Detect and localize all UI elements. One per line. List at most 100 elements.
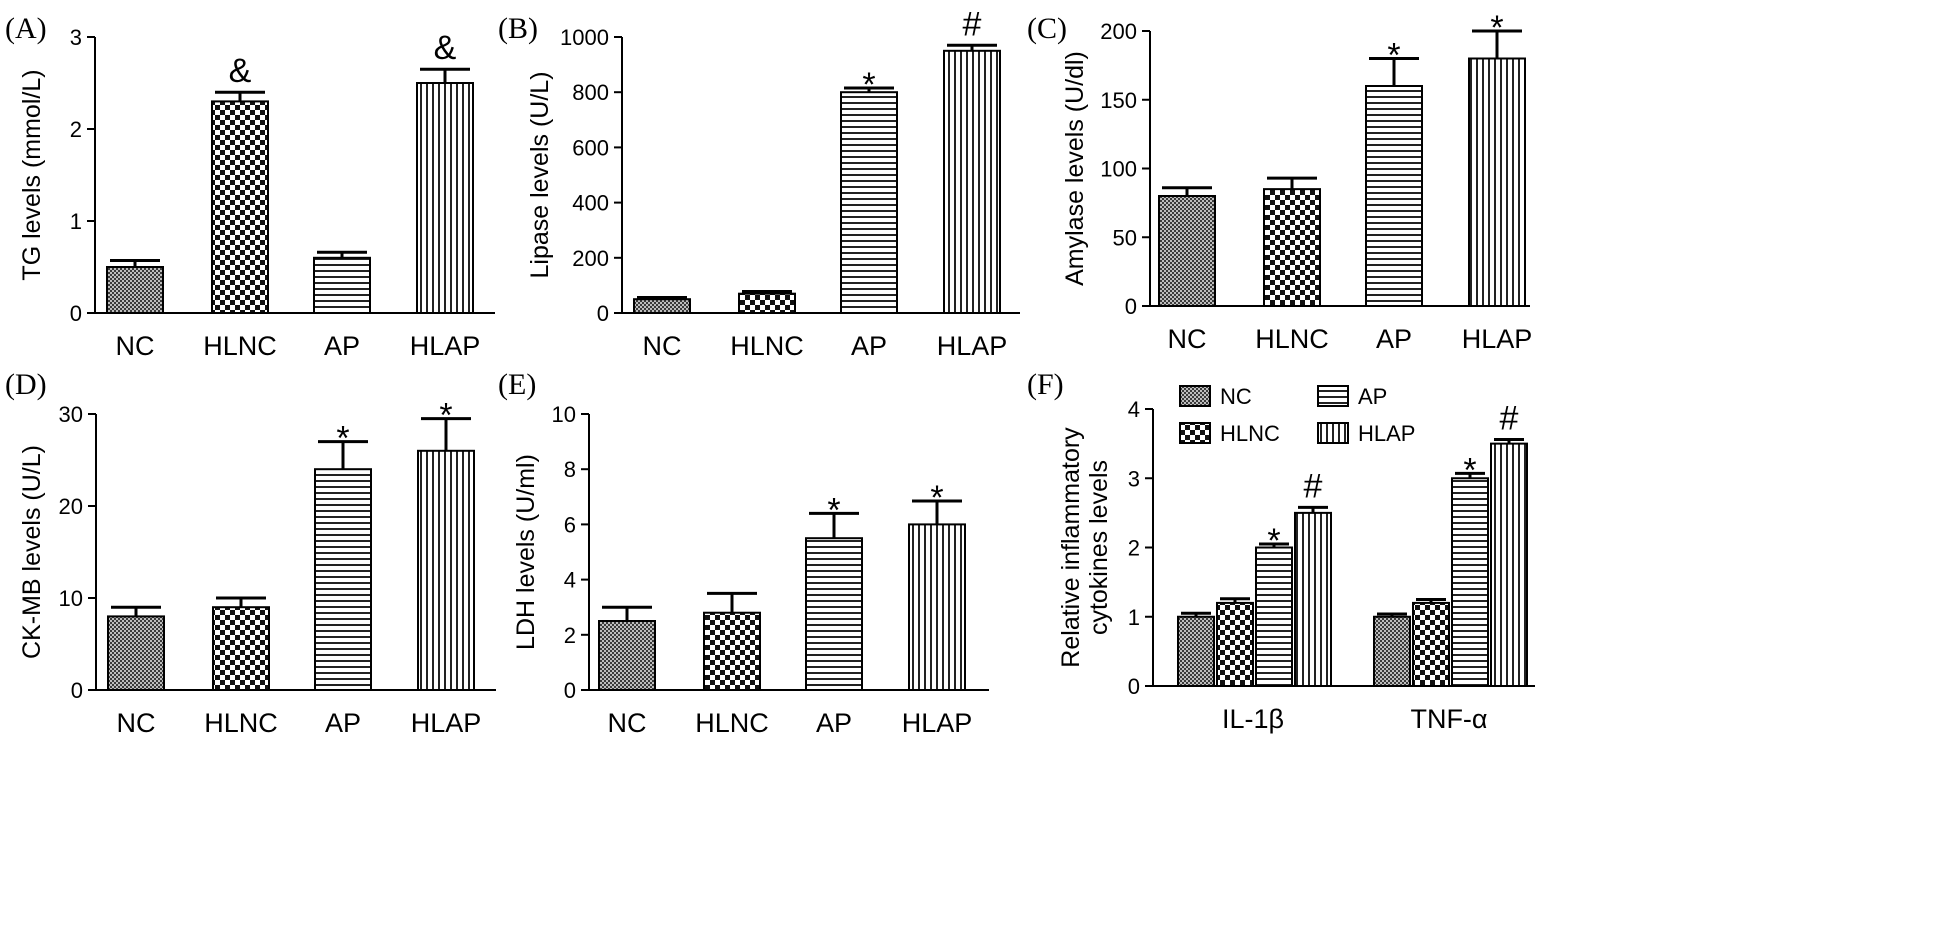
x-category-label: HLAP <box>937 331 1008 361</box>
y-tick-label: 30 <box>59 402 83 427</box>
panel-label: (D) <box>5 368 47 401</box>
significance-marker: * <box>1387 37 1400 75</box>
x-category-label: HLAP <box>410 331 481 361</box>
x-category-label: AP <box>851 331 887 361</box>
panel-label: (B) <box>498 12 538 45</box>
y-tick-label: 1 <box>70 209 82 234</box>
significance-marker: * <box>1267 522 1280 560</box>
significance-marker: * <box>827 491 840 529</box>
x-category-label: NC <box>116 331 155 361</box>
bar <box>633 298 691 315</box>
legend-label-ap: AP <box>1358 384 1387 409</box>
x-category-label: NC <box>117 708 156 738</box>
bar <box>211 100 269 315</box>
x-category-label: HLAP <box>1462 324 1533 354</box>
x-category-label: HLAP <box>902 708 973 738</box>
bar <box>416 82 474 314</box>
bar <box>212 606 270 692</box>
y-tick-label: 4 <box>564 568 576 593</box>
y-tick-label: 1000 <box>560 25 609 50</box>
y-tick-label: 0 <box>70 301 82 326</box>
x-category-label: HLNC <box>695 708 769 738</box>
y-tick-label: 2 <box>564 623 576 648</box>
bar <box>1255 546 1293 687</box>
y-tick-label: 2 <box>1128 536 1140 561</box>
chart-panel-e: (E) 0 2 4 6 8 10 LDH levels (U/ml) NC HLNC * AP * HLA… <box>498 368 989 738</box>
y-axis-label: Lipase levels (U/L) <box>526 71 554 278</box>
bar <box>738 292 796 314</box>
y-tick-label: 200 <box>1100 19 1137 44</box>
bar <box>314 468 372 692</box>
chart-panel-a: (A) 0 1 2 3 TG levels (mmol/L) NC & HLNC AP & HLAP <box>5 12 495 361</box>
bar <box>805 537 863 692</box>
chart-panel-d: (D) 0 10 20 30 CK-MB levels (U/L) NC HLNC * AP * HL… <box>5 368 496 738</box>
bar <box>943 49 1001 315</box>
x-category-label: HLNC <box>730 331 804 361</box>
y-tick-label: 1 <box>1128 605 1140 630</box>
significance-marker: & <box>229 52 252 90</box>
x-category-label: HLNC <box>204 708 278 738</box>
significance-marker: # <box>1500 399 1519 437</box>
y-tick-label: 20 <box>59 494 83 519</box>
y-tick-label: 800 <box>572 80 609 105</box>
legend-label-hlnc: HLNC <box>1220 421 1280 446</box>
y-axis-label: CK-MB levels (U/L) <box>18 445 46 659</box>
significance-marker: * <box>1490 9 1503 47</box>
y-tick-label: 100 <box>1100 157 1137 182</box>
y-tick-label: 10 <box>552 402 576 427</box>
y-tick-label: 3 <box>1128 466 1140 491</box>
bar <box>417 449 475 691</box>
y-axis-label: Amylase levels (U/dl) <box>1061 51 1089 286</box>
bar <box>1490 442 1528 687</box>
y-tick-label: 0 <box>71 678 83 703</box>
bar <box>1468 57 1526 307</box>
y-axis-label-line-1: Relative inflammatory <box>1057 427 1085 668</box>
y-axis-label: LDH levels (U/ml) <box>512 454 540 650</box>
bar <box>1216 601 1254 688</box>
significance-marker: # <box>1304 467 1323 505</box>
bar <box>1158 195 1216 307</box>
y-axis-label: TG levels (mmol/L) <box>18 69 46 280</box>
x-category-label: IL-1β <box>1222 704 1284 734</box>
chart-panel-c: (C) 0 50 100 150 200 Amylase levels (U/dl) NC HL… <box>1027 9 1532 354</box>
y-tick-label: 0 <box>1128 674 1140 699</box>
x-category-label: NC <box>643 331 682 361</box>
bar <box>1263 188 1321 307</box>
significance-marker: * <box>439 397 452 435</box>
y-tick-label: 8 <box>564 457 576 482</box>
y-tick-label: 600 <box>572 135 609 160</box>
legend-swatch-hlap <box>1317 422 1349 444</box>
chart-panel-f: (F) 0 1 2 3 4 Relative inflammatory cytokines l… <box>1027 368 1535 734</box>
legend-swatch-nc <box>1179 385 1211 407</box>
significance-marker: * <box>862 66 875 104</box>
significance-marker: & <box>434 29 457 67</box>
significance-marker: * <box>930 479 943 517</box>
y-tick-label: 3 <box>70 25 82 50</box>
legend-label-hlap: HLAP <box>1358 421 1415 446</box>
y-tick-label: 10 <box>59 586 83 611</box>
bar <box>1177 615 1215 687</box>
x-category-label: HLNC <box>1255 324 1329 354</box>
bar <box>703 611 761 691</box>
bar <box>1373 615 1411 687</box>
bar <box>106 266 164 314</box>
x-category-label: TNF-α <box>1410 704 1487 734</box>
x-category-label: HLNC <box>203 331 277 361</box>
x-category-label: NC <box>1168 324 1207 354</box>
panel-label: (E) <box>498 368 536 401</box>
significance-marker: # <box>963 5 982 43</box>
panel-label: (C) <box>1027 12 1067 45</box>
bar <box>1294 511 1332 687</box>
bar <box>1412 601 1450 688</box>
y-tick-label: 6 <box>564 512 576 537</box>
bar <box>908 523 966 692</box>
y-tick-label: 2 <box>70 117 82 142</box>
y-tick-label: 0 <box>1125 294 1137 319</box>
bar <box>1365 85 1423 307</box>
panel-label: (F) <box>1027 368 1064 401</box>
x-category-label: AP <box>324 331 360 361</box>
x-category-label: AP <box>1376 324 1412 354</box>
x-category-label: HLAP <box>411 708 482 738</box>
